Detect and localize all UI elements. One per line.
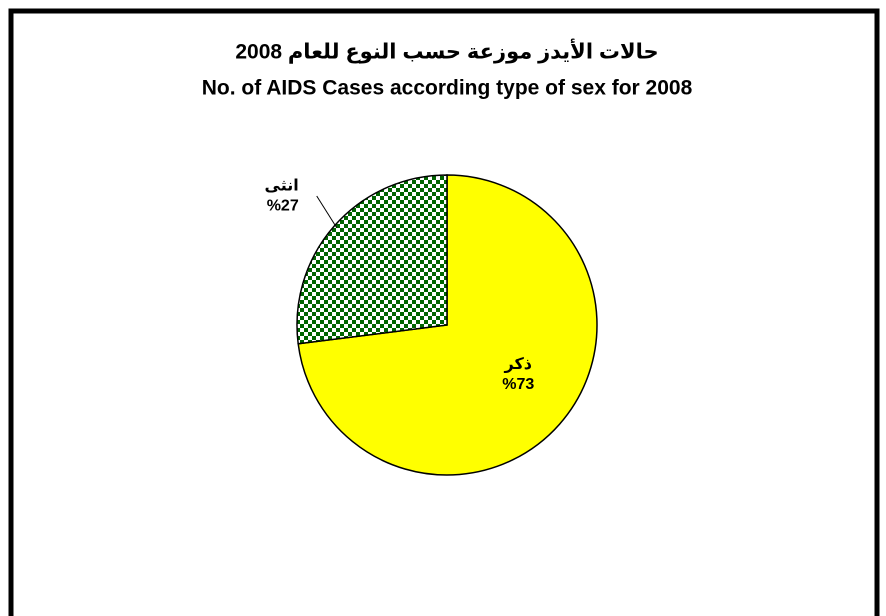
slice-label: ذكر [504, 356, 532, 373]
slice-value-label: %27 [267, 197, 299, 214]
leader-line [316, 195, 338, 229]
slice-label: انثى [265, 177, 299, 194]
chart-title: حالات الأيدز موزعة حسب النوع للعام 2008 [235, 38, 658, 64]
pie-slice [296, 174, 448, 345]
chart-subtitle: No. of AIDS Cases according type of sex … [202, 77, 693, 100]
slice-value-label: %73 [502, 376, 534, 393]
